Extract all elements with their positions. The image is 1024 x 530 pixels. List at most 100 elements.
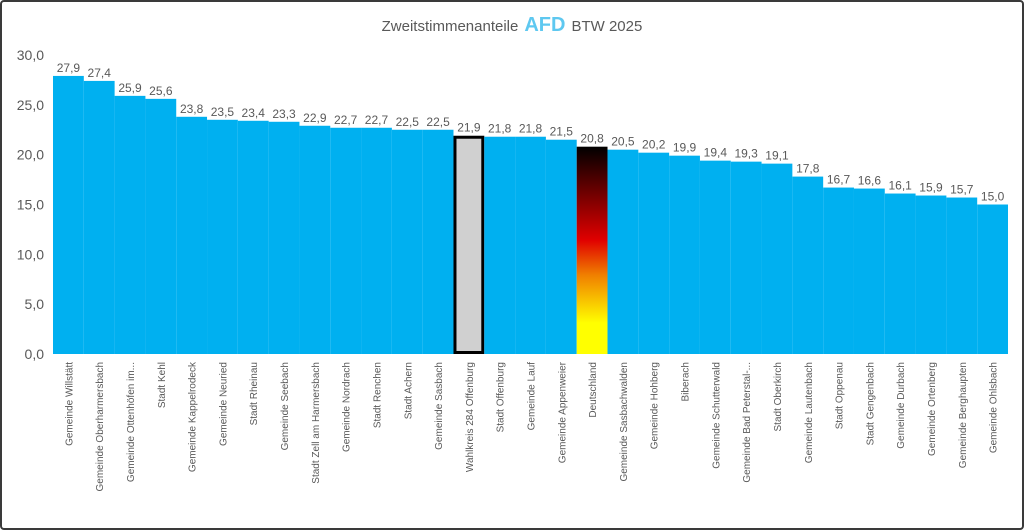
data-label: 15,0	[981, 190, 1005, 204]
y-tick-label: 25,0	[17, 97, 44, 113]
data-label: 23,8	[180, 102, 204, 116]
bar	[484, 136, 516, 354]
bar	[669, 155, 700, 354]
x-tick-label: Gemeinde Kappelrodeck	[188, 361, 199, 472]
x-tick-label: Stadt Oberkirch	[773, 362, 784, 431]
data-label: 25,9	[118, 81, 142, 95]
bar	[761, 163, 793, 354]
bar	[330, 127, 362, 354]
bar	[53, 75, 84, 355]
data-label: 22,9	[303, 111, 327, 125]
x-tick-label: Stadt Zell am Harmersbach	[311, 362, 322, 484]
data-label: 15,7	[950, 183, 974, 197]
bar	[977, 204, 1008, 354]
x-tick-label: Gemeinde Sasbachwalden	[619, 362, 630, 482]
data-label: 23,4	[242, 106, 266, 120]
x-tick-label: Gemeinde Neuried	[218, 362, 229, 446]
data-label: 19,9	[673, 141, 697, 155]
bar	[946, 197, 978, 354]
bar	[638, 152, 670, 354]
bar	[915, 195, 947, 354]
x-tick-label: Biberach	[681, 362, 692, 401]
bar	[207, 119, 238, 355]
x-tick-label: Gemeinde Nordrach	[342, 362, 353, 452]
bar	[576, 146, 608, 354]
bar	[422, 129, 454, 354]
title-suffix: BTW 2025	[571, 18, 643, 35]
bar	[607, 149, 639, 354]
bar	[361, 127, 392, 354]
x-tick-label: Stadt Renchen	[372, 362, 383, 428]
data-label: 21,8	[488, 122, 512, 136]
x-tick-label: Deutschland	[588, 362, 599, 418]
x-tick-label: Gemeinde Lauf	[527, 362, 538, 431]
data-label: 23,3	[272, 107, 296, 121]
bar	[237, 120, 269, 354]
x-tick-label: Gemeinde Ortenberg	[927, 362, 938, 456]
x-tick-label: Gemeinde Oberharmersbach	[95, 362, 106, 492]
data-label: 22,7	[365, 113, 389, 127]
y-tick-label: 0,0	[25, 346, 45, 362]
data-label: 19,4	[704, 146, 728, 160]
y-axis: 0,0 5,0 10,0 15,0 20,0 25,0 30,0	[17, 47, 44, 362]
x-tick-label: Wahlkreis 284 Offenburg	[465, 362, 476, 472]
bar	[730, 161, 762, 354]
data-label: 20,2	[642, 138, 666, 152]
y-tick-label: 15,0	[17, 197, 44, 213]
title-prefix: Zweitstimmenanteile	[381, 18, 519, 35]
x-tick-label: Gemeinde Seebach	[280, 362, 291, 450]
data-label: 16,1	[888, 179, 912, 193]
bar	[299, 125, 331, 354]
x-tick-label: Gemeinde Sasbach	[434, 362, 445, 450]
x-tick-label: Gemeinde Ohlsbach	[989, 362, 1000, 453]
bar	[176, 116, 208, 354]
data-label: 21,9	[457, 121, 481, 135]
x-tick-label: Stadt Oppenau	[835, 362, 846, 429]
x-tick-label: Gemeinde Berghaupten	[958, 362, 969, 468]
x-axis-labels: Gemeinde Willstätt Gemeinde Oberharmersba…	[64, 361, 999, 492]
data-label: 19,1	[765, 149, 789, 163]
bar	[145, 98, 177, 354]
y-tick-label: 20,0	[17, 147, 44, 163]
x-tick-label: Gemeinde Lautenbach	[804, 362, 815, 463]
data-label: 16,7	[827, 173, 851, 187]
bar	[792, 176, 824, 354]
x-tick-label: Stadt Achern	[403, 362, 414, 419]
bar	[268, 121, 300, 354]
bar	[391, 129, 423, 354]
data-label: 19,3	[734, 147, 758, 161]
x-tick-label: Stadt Gengenbach	[865, 362, 876, 445]
x-tick-label: Gemeinde Willstätt	[64, 362, 75, 446]
data-label: 22,5	[426, 115, 450, 129]
chart-title: Zweitstimmenanteile AFD BTW 2025	[0, 14, 1024, 37]
x-tick-label: Gemeinde Durbach	[896, 362, 907, 449]
bar	[83, 80, 115, 354]
y-tick-label: 5,0	[25, 296, 45, 312]
bars: 27,9 27,4 25,9 25,6 23,8 23,5 23,4 23,3 22,9 22,7…	[53, 61, 1008, 355]
x-tick-label: Gemeinde Appenweier	[557, 361, 568, 463]
data-label: 21,8	[519, 122, 543, 136]
data-label: 15,9	[919, 181, 943, 195]
data-label: 22,7	[334, 113, 358, 127]
data-label: 27,4	[88, 66, 112, 80]
bar	[114, 95, 146, 354]
y-tick-label: 10,0	[17, 246, 44, 262]
data-label: 20,5	[611, 135, 635, 149]
bar	[823, 187, 854, 354]
bar	[853, 188, 885, 354]
x-tick-label: Stadt Kehl	[157, 362, 168, 408]
data-label: 20,8	[580, 132, 604, 146]
x-tick-label: Gemeinde Ottenhöfen im...	[126, 362, 137, 482]
bar	[515, 136, 546, 354]
x-tick-label: Stadt Offenburg	[496, 362, 507, 432]
data-label: 16,6	[858, 174, 882, 188]
bar	[699, 160, 731, 354]
data-label: 17,8	[796, 162, 820, 176]
y-tick-label: 30,0	[17, 47, 44, 63]
x-tick-label: Gemeinde Schutterwald	[711, 362, 722, 469]
data-label: 22,5	[396, 115, 420, 129]
bar	[453, 135, 485, 354]
title-party: AFD	[524, 14, 566, 36]
data-label: 21,5	[550, 125, 574, 139]
